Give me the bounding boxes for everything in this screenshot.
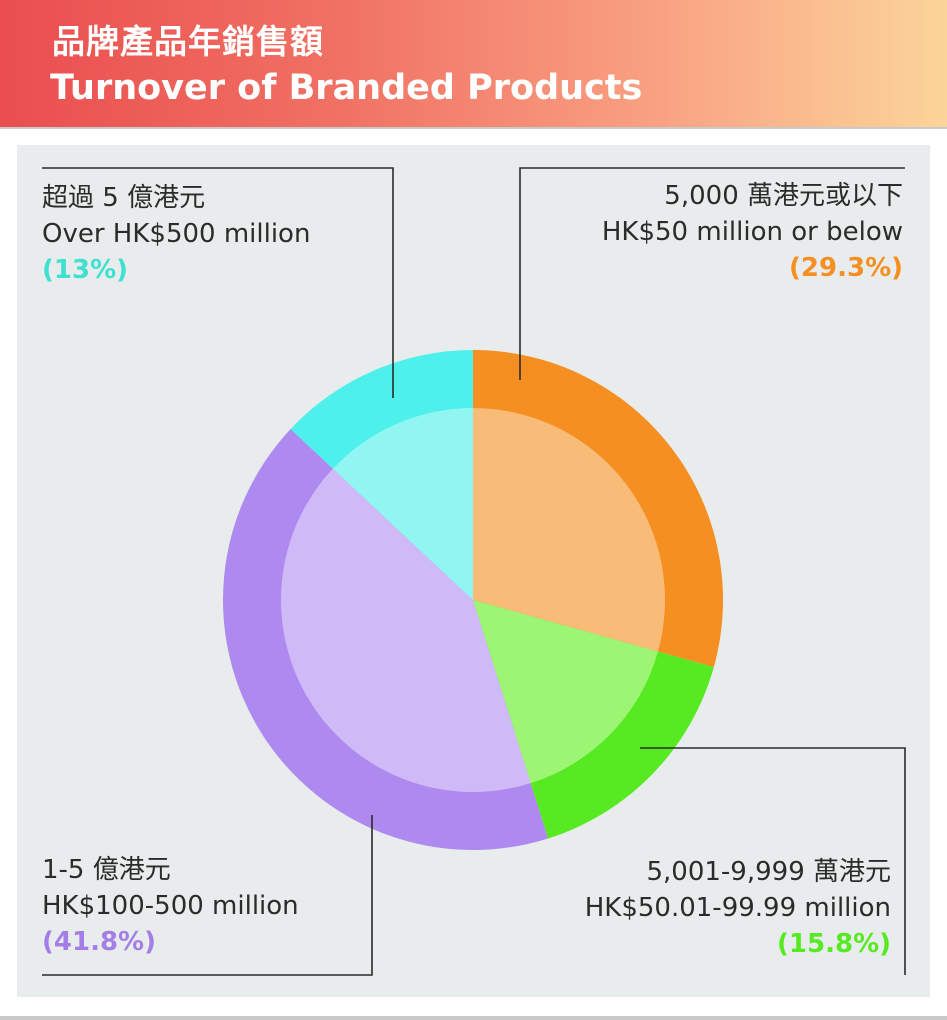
slice-label-0: 5,000 萬港元或以下 HK$50 million or below (29.… xyxy=(602,178,903,286)
slice-label-0-en: HK$50 million or below xyxy=(601,217,903,247)
header-divider xyxy=(0,127,947,129)
slice-label-3-zh: 超過 5 億港元 xyxy=(42,183,206,213)
slice-label-0-zh: 5,000 萬港元或以下 xyxy=(664,181,903,211)
slice-label-1-en: HK$50.01-99.99 million xyxy=(584,893,891,923)
leader-line-0 xyxy=(519,167,905,380)
slice-label-2-pct: (41.8%) xyxy=(42,927,156,957)
leader-line-3 xyxy=(42,167,394,398)
leader-line-1 xyxy=(640,747,906,975)
header-banner xyxy=(0,0,947,127)
title-chinese: 品牌產品年銷售額 xyxy=(52,22,324,61)
slice-label-2-en: HK$100-500 million xyxy=(42,891,299,921)
slice-label-1-pct: (15.8%) xyxy=(777,929,891,959)
title-english: Turnover of Branded Products xyxy=(50,68,643,108)
slice-label-3-en: Over HK$500 million xyxy=(42,219,311,249)
slice-label-2-zh: 1-5 億港元 xyxy=(42,855,171,885)
slice-label-1: 5,001-9,999 萬港元 HK$50.01-99.99 million (… xyxy=(585,854,891,962)
pie-slice-inner-3 xyxy=(332,408,473,600)
leader-line-2 xyxy=(42,815,373,976)
slice-label-0-pct: (29.3%) xyxy=(789,253,903,283)
bottom-divider xyxy=(0,1016,947,1020)
slice-label-3-pct: (13%) xyxy=(42,255,128,285)
slice-label-2: 1-5 億港元 HK$100-500 million (41.8%) xyxy=(42,852,299,960)
pie-slice-inner-1 xyxy=(473,600,658,784)
pie-slice-inner-2 xyxy=(280,468,531,793)
pie-slice-inner-0 xyxy=(473,408,665,652)
slice-label-1-zh: 5,001-9,999 萬港元 xyxy=(646,857,891,887)
slice-label-3: 超過 5 億港元 Over HK$500 million (13%) xyxy=(42,180,310,288)
